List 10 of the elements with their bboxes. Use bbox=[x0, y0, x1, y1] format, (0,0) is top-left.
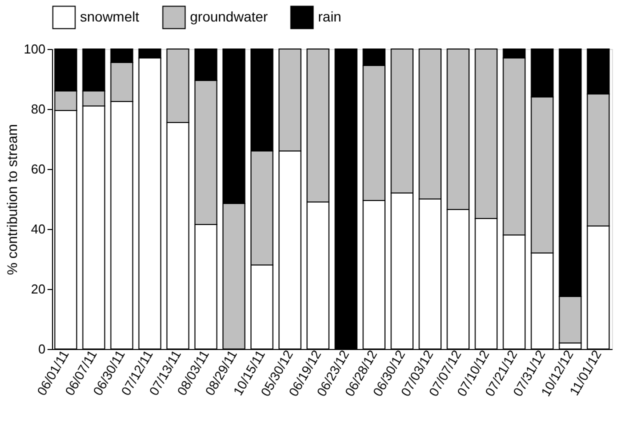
y-tick-label: 40 bbox=[31, 222, 46, 236]
y-tick-label: 100 bbox=[24, 42, 46, 56]
y-tick-label: 80 bbox=[31, 102, 46, 116]
y-tick-label: 20 bbox=[31, 282, 46, 296]
legend-label: rain bbox=[318, 8, 342, 24]
y-tick-label: 0 bbox=[38, 342, 46, 356]
y-tick-label: 60 bbox=[31, 162, 46, 176]
legend-label: snowmelt bbox=[80, 8, 140, 24]
legend-label: groundwater bbox=[190, 8, 268, 24]
y-axis-title: % contribution to stream bbox=[4, 124, 20, 275]
